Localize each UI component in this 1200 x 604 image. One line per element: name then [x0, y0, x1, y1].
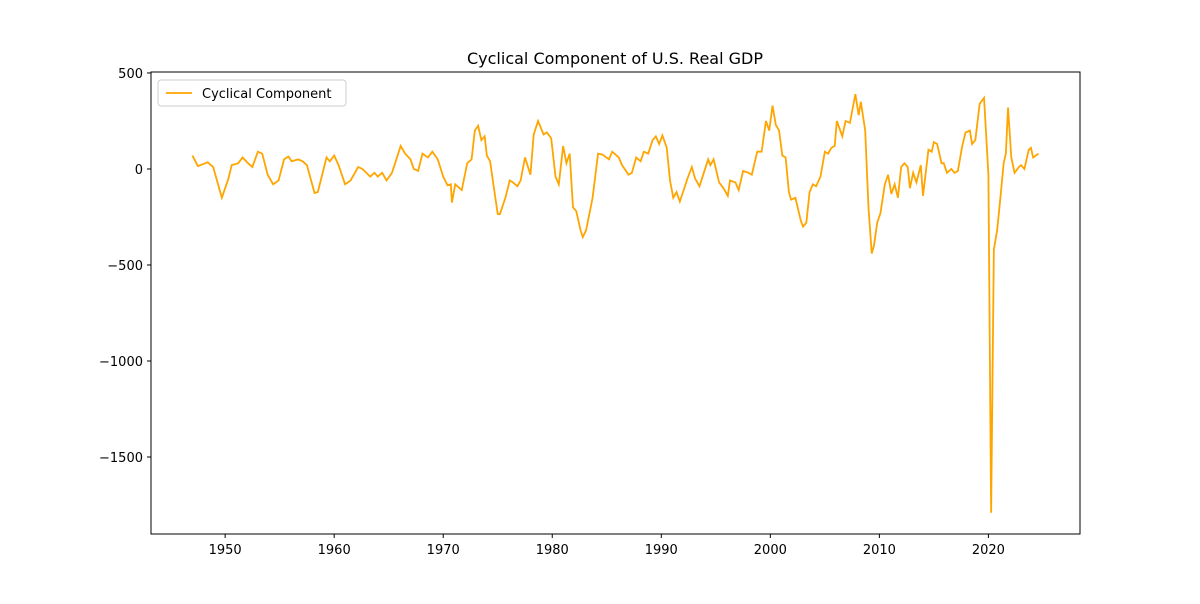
chart-title: Cyclical Component of U.S. Real GDP [467, 49, 763, 68]
x-tick-label: 1970 [427, 543, 460, 558]
y-tick-label: −1500 [99, 451, 143, 466]
plot-frame [150, 71, 1081, 535]
legend-label: Cyclical Component [202, 87, 331, 102]
y-tick-label: −500 [107, 259, 143, 274]
x-tick-label: 2000 [754, 543, 787, 558]
x-tick-label: 1980 [536, 543, 569, 558]
legend-box [157, 79, 347, 107]
x-tick-label: 2010 [863, 543, 896, 558]
x-tick-label: 1950 [209, 543, 242, 558]
x-tick-label: 1990 [645, 543, 678, 558]
y-tick-label: −1000 [99, 355, 143, 370]
y-tick-label: 0 [135, 163, 143, 178]
data-line [191, 93, 1040, 513]
x-tick-label: 2020 [972, 543, 1005, 558]
x-tick-label: 1960 [318, 543, 351, 558]
y-tick-label: 500 [118, 67, 143, 82]
